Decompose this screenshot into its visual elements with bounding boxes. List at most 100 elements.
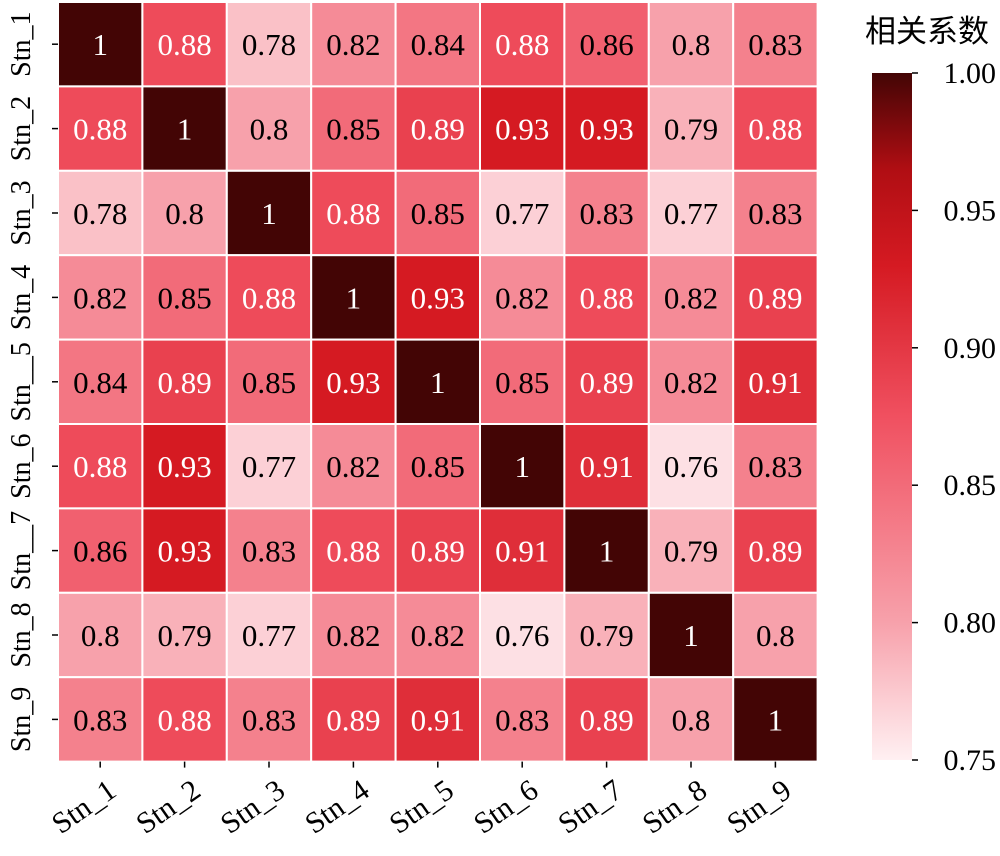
heatmap-cell xyxy=(141,676,228,763)
heatmap-cell xyxy=(57,423,144,510)
cell-value-label: 0.89 xyxy=(411,534,465,569)
heatmap-cell xyxy=(394,676,482,763)
cell-value-label: 0.82 xyxy=(664,365,718,400)
heatmap-cell xyxy=(57,254,144,341)
heatmap-cell xyxy=(563,591,650,679)
cell-value-label: 0.79 xyxy=(157,618,211,653)
cell-value-label: 0.93 xyxy=(326,365,380,400)
x-tick-label: Stn_8 xyxy=(637,773,713,840)
y-tick-label: Stn_9 xyxy=(6,687,37,752)
heatmap-cell xyxy=(57,507,144,594)
cell-value-label: 0.88 xyxy=(242,280,296,315)
y-tick-label: Stn__5 xyxy=(6,342,37,421)
cell-value-label: 1 xyxy=(683,618,699,653)
heatmap-cell xyxy=(732,423,819,510)
heatmap-cell xyxy=(310,254,397,341)
cell-value-label: 0.84 xyxy=(411,27,466,62)
cell-value-label: 0.89 xyxy=(326,702,380,737)
heatmap-cell xyxy=(225,423,313,510)
cell-value-label: 0.85 xyxy=(411,449,465,484)
y-tick-label: Stn_2 xyxy=(6,96,37,161)
colorbar-tick-label: 0.80 xyxy=(944,607,997,640)
cell-value-label: 0.89 xyxy=(579,702,633,737)
x-tick-label: Stn_2 xyxy=(130,773,206,840)
y-tick-label: Stn__7 xyxy=(6,511,37,590)
cell-value-label: 0.77 xyxy=(664,196,718,231)
cell-value-label: 0.83 xyxy=(579,196,633,231)
heatmap-cell xyxy=(57,591,144,679)
heatmap-cell xyxy=(225,676,313,763)
cell-value-label: 0.88 xyxy=(73,449,127,484)
heatmap-cell xyxy=(732,676,819,763)
colorbar-title: 相关系数 xyxy=(865,14,989,49)
cell-value-label: 0.88 xyxy=(157,27,211,62)
cell-value-label: 0.78 xyxy=(73,196,127,231)
heatmap-cell xyxy=(732,591,819,679)
y-tick-label: Stn_8 xyxy=(6,602,37,667)
heatmap-cell xyxy=(479,1,566,88)
cell-value-label: 0.91 xyxy=(411,702,465,737)
cell-value-label: 0.79 xyxy=(664,112,718,147)
cell-value-label: 0.83 xyxy=(242,702,296,737)
heatmap-cell xyxy=(141,423,228,510)
heatmap-cell xyxy=(310,338,397,426)
colorbar-ticks: 0.75 0.80 0.85 0.90 0.95 1.00 xyxy=(912,57,996,777)
x-tick-label: Stn_1 xyxy=(46,773,122,840)
heatmap-cell xyxy=(732,85,819,172)
cell-value-label: 0.93 xyxy=(411,280,465,315)
cell-value-label: 0.91 xyxy=(579,449,633,484)
heatmap-cell xyxy=(647,85,735,172)
cell-value-label: 0.89 xyxy=(579,365,633,400)
heatmap-cell xyxy=(394,507,482,594)
cell-value-label: 0.78 xyxy=(242,27,296,62)
cell-value-label: 0.8 xyxy=(81,618,120,653)
x-tick-label: Stn_5 xyxy=(383,773,459,840)
heatmap-cell xyxy=(479,676,566,763)
cell-value-label: 0.77 xyxy=(242,449,296,484)
colorbar-tick-label: 1.00 xyxy=(944,57,997,90)
cell-value-label: 1 xyxy=(346,280,362,315)
heatmap-cell xyxy=(310,676,397,763)
heatmap-cell xyxy=(57,85,144,172)
heatmap-cell xyxy=(225,591,313,679)
cell-value-label: 0.82 xyxy=(411,618,465,653)
cell-value-label: 0.82 xyxy=(326,449,380,484)
colorbar-tick-label: 0.90 xyxy=(944,332,997,365)
cell-value-label: 0.8 xyxy=(672,27,711,62)
y-tick-label: Stn_4 xyxy=(6,265,37,330)
heatmap-cell xyxy=(141,254,228,341)
heatmap-cell xyxy=(563,676,650,763)
x-tick-label: Stn_7 xyxy=(552,773,628,840)
cell-value-label: 0.86 xyxy=(73,534,127,569)
cell-value-label: 0.91 xyxy=(748,365,802,400)
cell-value-label: 0.91 xyxy=(495,534,549,569)
cell-value-label: 0.8 xyxy=(756,618,795,653)
cell-value-label: 1 xyxy=(514,449,530,484)
cell-value-label: 0.88 xyxy=(73,112,127,147)
cell-value-label: 0.77 xyxy=(495,196,549,231)
cell-value-label: 0.76 xyxy=(495,618,549,653)
heatmap-cell xyxy=(310,169,397,257)
cell-value-label: 0.89 xyxy=(748,534,802,569)
cell-value-label: 0.84 xyxy=(73,365,128,400)
cell-value-label: 0.77 xyxy=(242,618,296,653)
cell-value-label: 0.89 xyxy=(748,280,802,315)
heatmap-cell xyxy=(394,423,482,510)
heatmap-cell xyxy=(141,507,228,594)
cell-value-label: 0.82 xyxy=(326,27,380,62)
colorbar: 相关系数 0.75 0.80 0.85 0.90 0.95 1.00 xyxy=(865,14,996,777)
cell-value-label: 0.89 xyxy=(411,112,465,147)
heatmap-cell xyxy=(563,507,650,594)
heatmap-cell xyxy=(732,169,819,257)
cell-value-label: 0.83 xyxy=(748,27,802,62)
cell-value-label: 0.86 xyxy=(579,27,633,62)
cell-value-label: 0.8 xyxy=(672,702,711,737)
cell-value-label: 0.83 xyxy=(748,449,802,484)
cell-value-label: 0.82 xyxy=(664,280,718,315)
heatmap-cell xyxy=(394,85,482,172)
heatmap-cell xyxy=(647,423,735,510)
cell-value-label: 1 xyxy=(768,702,784,737)
cell-value-label: 0.76 xyxy=(664,449,718,484)
heatmap-cell xyxy=(394,169,482,257)
